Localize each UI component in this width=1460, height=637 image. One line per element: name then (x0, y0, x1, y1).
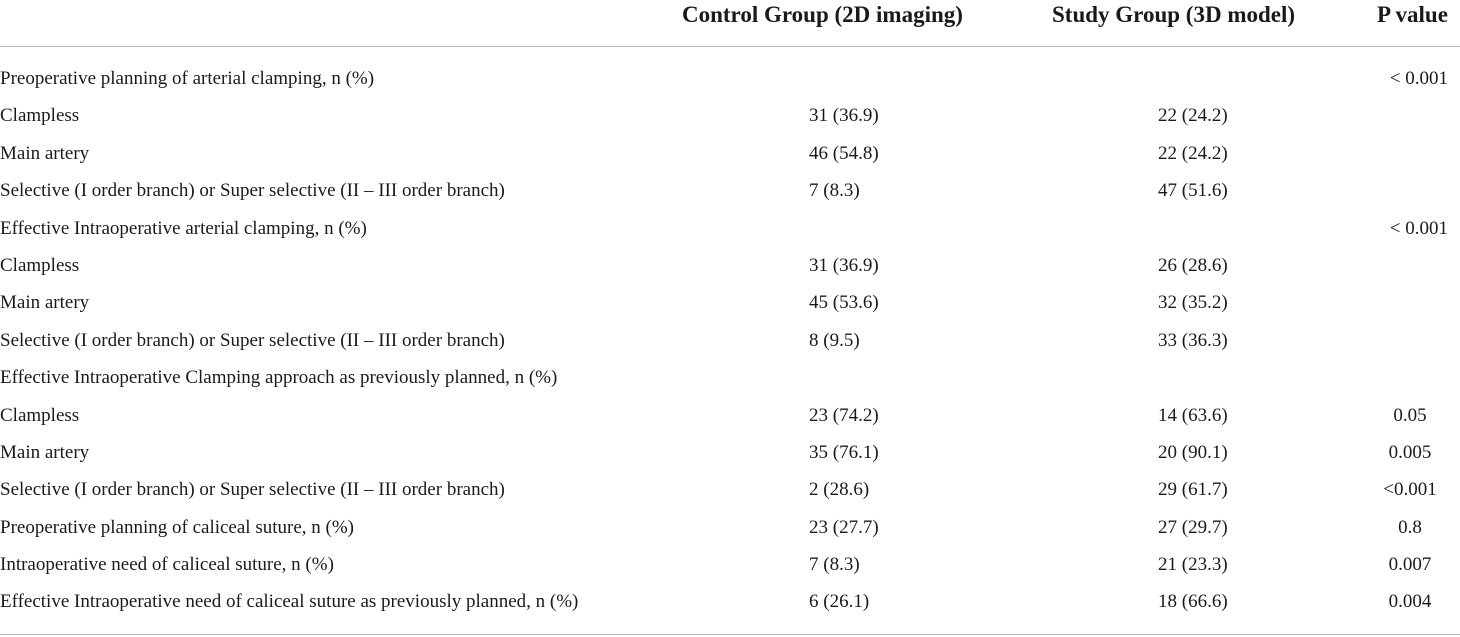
row-label: Effective Intraoperative need of calicea… (0, 591, 579, 613)
table-row: Selective (I order branch) or Super sele… (0, 471, 1460, 508)
study-value: 32 (35.2) (1158, 292, 1228, 314)
p-value: 0.05 (1393, 404, 1427, 426)
study-value: 22 (24.2) (1158, 142, 1228, 164)
control-value: 23 (27.7) (809, 516, 879, 538)
study-value: 33 (36.3) (1158, 329, 1228, 351)
study-value: 21 (23.3) (1158, 554, 1228, 576)
control-value: 31 (36.9) (809, 105, 879, 127)
study-value: 20 (90.1) (1158, 441, 1228, 463)
study-value: 26 (28.6) (1158, 254, 1228, 276)
study-value: 18 (66.6) (1158, 591, 1228, 613)
bottom-rule (0, 634, 1460, 635)
table-row: Main artery 45 (53.6) 32 (35.2) (0, 284, 1460, 321)
control-value: 8 (9.5) (809, 329, 860, 351)
study-value: 47 (51.6) (1158, 180, 1228, 202)
row-label: Intraoperative need of caliceal suture, … (0, 554, 334, 576)
control-value: 6 (26.1) (809, 591, 870, 613)
row-label: Clampless (0, 404, 80, 426)
table-row: Clampless 23 (74.2) 14 (63.6) 0.05 (0, 397, 1460, 434)
p-value: < 0.001 (1389, 217, 1448, 239)
row-label: Preoperative planning of arterial clampi… (0, 68, 375, 89)
row-label: Selective (I order branch) or Super sele… (0, 180, 505, 202)
table-row: Intraoperative need of caliceal suture, … (0, 546, 1460, 583)
table-row: Selective (I order branch) or Super sele… (0, 322, 1460, 359)
row-label: Clampless (0, 105, 80, 127)
row-label: Effective Intraoperative Clamping approa… (0, 367, 558, 389)
header-control-group: Control Group (2D imaging) (682, 2, 963, 27)
row-label: Preoperative planning of caliceal suture… (0, 516, 354, 538)
table-row: Main artery 46 (54.8) 22 (24.2) (0, 135, 1460, 172)
table-row: Main artery 35 (76.1) 20 (90.1) 0.005 (0, 434, 1460, 471)
control-value: 31 (36.9) (809, 254, 879, 276)
row-label: Clampless (0, 254, 80, 276)
row-label: Selective (I order branch) or Super sele… (0, 479, 505, 501)
table-body: Preoperative planning of arterial clampi… (0, 60, 1460, 621)
control-value: 23 (74.2) (809, 404, 879, 426)
row-label: Main artery (0, 142, 90, 164)
study-value: 22 (24.2) (1158, 105, 1228, 127)
table-row: Clampless 31 (36.9) 26 (28.6) (0, 247, 1460, 284)
table-row: Preoperative planning of arterial clampi… (0, 60, 1460, 97)
row-label: Main artery (0, 292, 90, 314)
control-value: 2 (28.6) (809, 479, 870, 501)
p-value: <0.001 (1383, 479, 1437, 501)
control-value: 45 (53.6) (809, 292, 879, 314)
study-value: 29 (61.7) (1158, 479, 1228, 501)
p-value: 0.8 (1398, 516, 1422, 538)
header-p-value: P value (1377, 2, 1448, 27)
p-value: 0.007 (1388, 554, 1432, 576)
control-value: 35 (76.1) (809, 441, 879, 463)
table-row: Effective Intraoperative arterial clampi… (0, 210, 1460, 247)
table-row: Effective Intraoperative Clamping approa… (0, 359, 1460, 396)
table-row: Clampless 31 (36.9) 22 (24.2) (0, 97, 1460, 134)
study-value: 14 (63.6) (1158, 404, 1228, 426)
table-row: Effective Intraoperative need of calicea… (0, 583, 1460, 620)
table-row: Preoperative planning of caliceal suture… (0, 509, 1460, 546)
row-label: Effective Intraoperative arterial clampi… (0, 217, 367, 239)
p-value: 0.004 (1388, 591, 1432, 613)
control-value: 7 (8.3) (809, 180, 860, 202)
table-row: Selective (I order branch) or Super sele… (0, 172, 1460, 209)
table-header: Control Group (2D imaging) Study Group (… (0, 0, 1460, 47)
control-value: 46 (54.8) (809, 142, 879, 164)
row-label: Selective (I order branch) or Super sele… (0, 329, 505, 351)
row-label: Main artery (0, 441, 90, 463)
study-value: 27 (29.7) (1158, 516, 1228, 538)
p-value: < 0.001 (1389, 68, 1448, 89)
control-value: 7 (8.3) (809, 554, 860, 576)
p-value: 0.005 (1388, 441, 1432, 463)
header-study-group: Study Group (3D model) (1052, 2, 1296, 27)
